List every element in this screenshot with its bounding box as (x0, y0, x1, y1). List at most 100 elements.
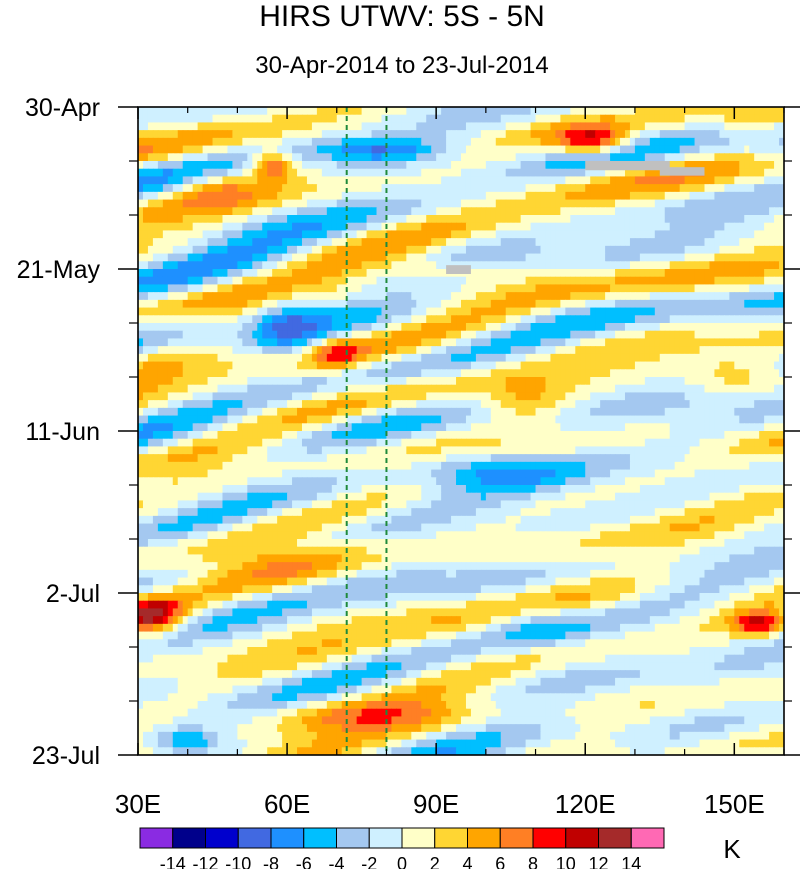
field-cell (585, 299, 591, 309)
field-cell (247, 222, 253, 232)
field-cell (341, 392, 348, 401)
field-cell (227, 384, 234, 394)
field-cell (500, 307, 507, 316)
field-cell (495, 307, 502, 316)
field-cell (734, 307, 740, 316)
field-cell (774, 176, 780, 185)
field-cell (237, 307, 243, 316)
field-cell (326, 261, 333, 270)
field-cell (500, 330, 507, 340)
field-cell (769, 238, 775, 247)
field-cell (659, 191, 666, 201)
field-cell (222, 122, 229, 131)
field-cell (237, 284, 243, 293)
field-cell (381, 207, 388, 216)
field-cell (371, 222, 378, 232)
field-cell (774, 114, 780, 124)
field-cell (495, 330, 502, 340)
field-cell (272, 238, 278, 247)
field-cell (580, 338, 586, 347)
field-cell (217, 114, 224, 124)
field-cell (192, 361, 199, 370)
field-cell (197, 215, 204, 224)
field-cell (272, 245, 278, 255)
field-cell (515, 392, 522, 401)
field-cell (177, 199, 184, 208)
field-cell (217, 377, 224, 386)
field-cell (306, 145, 313, 154)
field-cell (664, 176, 671, 185)
field-cell (167, 323, 174, 332)
field-cell (694, 330, 701, 340)
field-cell (565, 330, 571, 340)
field-cell (595, 184, 601, 193)
field-cell (689, 361, 696, 370)
field-cell (615, 122, 621, 131)
field-cell (411, 400, 417, 409)
field-cell (639, 215, 646, 224)
field-cell (446, 199, 452, 208)
field-cell (162, 330, 169, 340)
field-cell (371, 245, 378, 255)
field-cell (649, 384, 656, 394)
field-cell (505, 369, 512, 378)
field-cell (465, 369, 472, 378)
field-cell (545, 238, 552, 247)
field-cell (565, 323, 571, 332)
field-cell (664, 230, 671, 239)
field-cell (555, 353, 561, 363)
field-cell (495, 292, 502, 301)
field-cell (157, 299, 164, 309)
field-cell (649, 137, 656, 147)
field-cell (451, 184, 457, 193)
field-cell (615, 207, 621, 216)
field-cell (490, 191, 497, 201)
field-cell (774, 238, 780, 247)
field-cell (739, 137, 745, 147)
field-cell (301, 207, 308, 216)
field-cell (734, 153, 740, 162)
field-cell (759, 130, 765, 139)
field-cell (605, 207, 611, 216)
field-cell (600, 137, 606, 147)
field-cell (565, 384, 571, 394)
field-cell (217, 137, 224, 147)
field-cell (461, 207, 467, 216)
field-cell (590, 107, 596, 116)
field-cell (197, 199, 204, 208)
field-cell (222, 199, 229, 208)
field-cell (585, 269, 591, 278)
field-cell (629, 230, 636, 239)
field-cell (287, 245, 293, 255)
field-cell (386, 137, 393, 147)
field-cell (157, 215, 164, 224)
field-cell (495, 261, 502, 270)
field-cell (386, 400, 393, 409)
field-cell (774, 276, 780, 286)
field-cell (620, 191, 626, 201)
field-cell (485, 161, 492, 170)
field-cell (600, 184, 606, 193)
field-cell (764, 207, 770, 216)
field-cell (356, 176, 363, 185)
field-cell (500, 191, 507, 201)
field-cell (644, 184, 651, 193)
field-cell (182, 384, 189, 394)
field-cell (461, 353, 467, 363)
field-cell (610, 199, 616, 208)
field-cell (694, 215, 701, 224)
field-cell (297, 338, 303, 347)
field-cell (421, 222, 427, 232)
field-cell (361, 245, 368, 255)
field-cell (540, 184, 547, 193)
field-cell (386, 261, 393, 270)
field-cell (734, 346, 740, 355)
field-cell (749, 276, 755, 286)
field-cell (297, 207, 303, 216)
field-cell (684, 207, 691, 216)
field-cell (500, 338, 507, 347)
field-cell (142, 315, 149, 324)
field-cell (237, 245, 243, 255)
field-cell (361, 137, 368, 147)
field-cell (267, 292, 273, 301)
